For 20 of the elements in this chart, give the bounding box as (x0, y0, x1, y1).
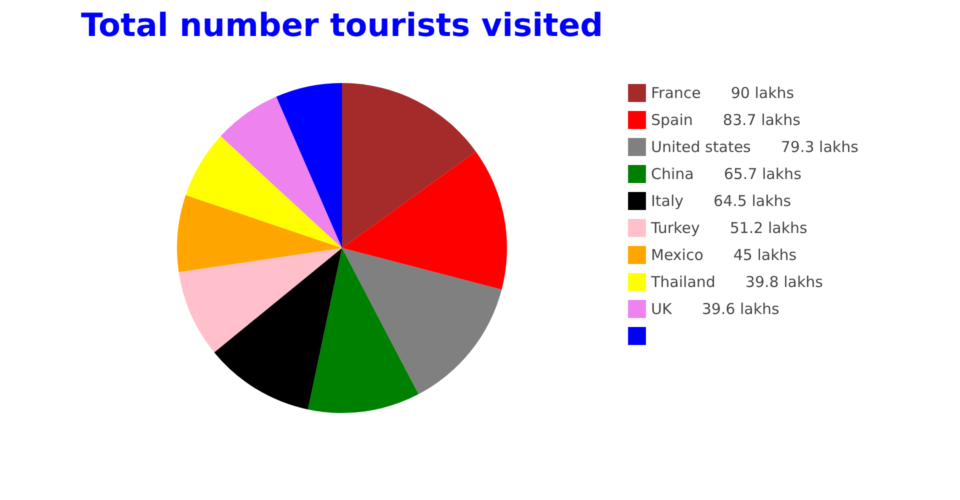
pie-slice (178, 248, 342, 352)
pie-slice (342, 83, 476, 248)
pie-slice (177, 195, 342, 272)
pie-slice (186, 136, 342, 248)
pie-slice (214, 248, 342, 410)
legend-label: Thailand 39.8 lakhs (650, 273, 824, 291)
legend-label: China 65.7 lakhs (651, 165, 802, 183)
legend-label: Spain 83.7 lakhs (651, 111, 801, 129)
chart-title: Total number tourists visited (80, 6, 604, 44)
pie-slice (342, 151, 507, 290)
legend-label: United states 79.3 lakhs (651, 138, 859, 156)
legend-label: Italy 64.5 lakhs (651, 192, 792, 210)
pie-slice (308, 248, 419, 413)
pie-slice (276, 83, 342, 248)
legend-label: Mexico 45 lakhs (651, 246, 797, 264)
pie-slice (220, 96, 342, 248)
legend-label: UK 39.6 lakhs (651, 300, 780, 318)
legend-label: Turkey 51.2 lakhs (650, 219, 808, 237)
legend-label: France 90 lakhs (651, 84, 794, 102)
pie-slice (342, 248, 502, 394)
